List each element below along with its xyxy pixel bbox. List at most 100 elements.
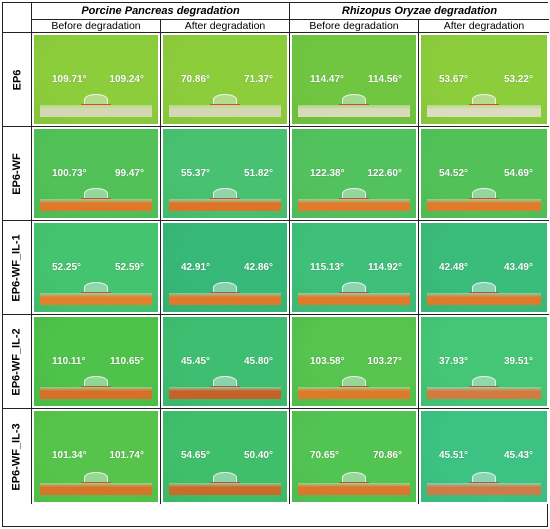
film-substrate (298, 483, 410, 495)
contact-angle-photo: 42.91° 42.86° (161, 221, 290, 315)
droplet-image: 42.48° 43.49° (421, 223, 547, 312)
film-substrate (298, 105, 410, 117)
droplet-image: 37.93° 39.51° (421, 317, 547, 406)
right-contact-angle: 45.43° (503, 450, 533, 461)
right-contact-angle: 70.86° (372, 450, 402, 461)
left-contact-angle: 42.91° (181, 262, 211, 273)
left-contact-angle: 103.58° (310, 356, 345, 367)
row-label-text: EP6-WF (11, 152, 23, 195)
row-label: EP6-WF_IL-1 (3, 221, 32, 315)
subheader-before: Before degradation (290, 20, 419, 33)
subheader-after: After degradation (161, 20, 290, 33)
row-label-text: EP6-WF_IL-2 (11, 327, 24, 396)
film-substrate (298, 387, 410, 399)
left-contact-angle: 42.48° (439, 262, 469, 273)
right-contact-angle: 99.47° (114, 168, 144, 179)
left-contact-angle: 52.25° (52, 262, 82, 273)
tangent-line (339, 292, 369, 293)
contact-angle-photo: 100.73° 99.47° (32, 127, 161, 221)
right-contact-angle: 103.27° (367, 356, 402, 367)
film-substrate (40, 199, 152, 211)
right-contact-angle: 42.86° (243, 262, 273, 273)
tangent-line (339, 386, 369, 387)
left-contact-angle: 70.86° (181, 74, 211, 85)
droplet-image: 115.13° 114.92° (292, 223, 416, 312)
right-contact-angle: 43.49° (503, 262, 533, 273)
droplet-image: 55.37° 51.82° (163, 129, 287, 218)
right-contact-angle: 39.51° (503, 356, 533, 367)
droplet-image: 110.11° 110.65° (34, 317, 158, 406)
tangent-line (339, 482, 369, 483)
corner-cell (3, 3, 32, 33)
contact-angle-photo: 115.13° 114.92° (290, 221, 419, 315)
contact-angle-photo: 110.11° 110.65° (32, 315, 161, 409)
contact-angle-photo: 101.34° 101.74° (32, 409, 161, 504)
film-substrate (427, 105, 541, 117)
tangent-line (210, 198, 240, 199)
droplet-image: 54.52° 54.69° (421, 129, 547, 218)
right-contact-angle: 45.80° (243, 356, 273, 367)
tangent-line (339, 104, 369, 105)
droplet-image: 70.65° 70.86° (292, 411, 416, 502)
left-contact-angle: 114.47° (310, 74, 345, 85)
droplet-image: 54.65° 50.40° (163, 411, 287, 502)
tangent-line (210, 386, 240, 387)
droplet-image: 45.51° 45.43° (421, 411, 547, 502)
film-substrate (427, 293, 541, 305)
left-contact-angle: 100.73° (52, 168, 87, 179)
tangent-line (81, 386, 111, 387)
right-contact-angle: 53.22° (503, 74, 533, 85)
right-contact-angle: 52.59° (114, 262, 144, 273)
contact-angle-photo: 52.25° 52.59° (32, 221, 161, 315)
droplet-image: 42.91° 42.86° (163, 223, 287, 312)
row-label: EP6 (3, 33, 32, 127)
left-contact-angle: 70.65° (310, 450, 340, 461)
tangent-line (468, 482, 500, 483)
droplet-image: 100.73° 99.47° (34, 129, 158, 218)
contact-angle-photo: 70.65° 70.86° (290, 409, 419, 504)
film-substrate (169, 483, 281, 495)
contact-angle-photo: 54.52° 54.69° (419, 127, 549, 221)
tangent-line (468, 292, 500, 293)
film-substrate (169, 387, 281, 399)
droplet-image: 52.25° 52.59° (34, 223, 158, 312)
subheader-after: After degradation (419, 20, 549, 33)
right-contact-angle: 110.65° (109, 356, 144, 367)
tangent-line (210, 292, 240, 293)
row-label: EP6-WF (3, 127, 32, 221)
left-contact-angle: 54.65° (181, 450, 211, 461)
film-substrate (169, 105, 281, 117)
droplet-image: 109.71° 109.24° (34, 35, 158, 124)
left-contact-angle: 55.37° (181, 168, 211, 179)
left-contact-angle: 45.51° (439, 450, 469, 461)
tangent-line (81, 104, 111, 105)
right-contact-angle: 109.24° (109, 74, 144, 85)
contact-angle-photo: 114.47° 114.56° (290, 33, 419, 127)
subheader-before: Before degradation (32, 20, 161, 33)
row-label-text: EP6-WF_IL-3 (11, 422, 24, 491)
tangent-line (81, 292, 111, 293)
droplet-image: 45.45° 45.80° (163, 317, 287, 406)
left-contact-angle: 53.67° (439, 74, 469, 85)
film-substrate (40, 387, 152, 399)
droplet-image: 114.47° 114.56° (292, 35, 416, 124)
contact-angle-photo: 55.37° 51.82° (161, 127, 290, 221)
droplet-image: 122.38° 122.60° (292, 129, 416, 218)
tangent-line (468, 104, 500, 105)
right-contact-angle: 114.56° (367, 74, 402, 85)
contact-angle-photo: 109.71° 109.24° (32, 33, 161, 127)
film-substrate (427, 387, 541, 399)
contact-angle-photo: 53.67° 53.22° (419, 33, 549, 127)
contact-angle-photo: 103.58° 103.27° (290, 315, 419, 409)
right-contact-angle: 50.40° (243, 450, 273, 461)
droplet-image: 53.67° 53.22° (421, 35, 547, 124)
contact-angle-photo: 122.38° 122.60° (290, 127, 419, 221)
right-contact-angle: 114.92° (367, 262, 402, 273)
film-substrate (40, 105, 152, 117)
film-substrate (427, 483, 541, 495)
left-contact-angle: 37.93° (439, 356, 469, 367)
left-contact-angle: 109.71° (52, 74, 87, 85)
row-label-text: EP6 (10, 69, 23, 90)
contact-angle-photo: 70.86° 71.37° (161, 33, 290, 127)
